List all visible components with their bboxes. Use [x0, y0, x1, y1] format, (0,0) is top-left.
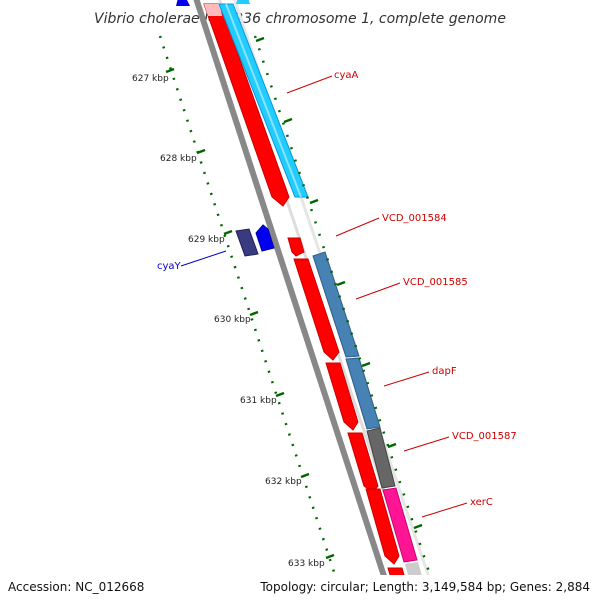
outer-tick-mark [361, 361, 371, 368]
tick-label: 629 kbp [188, 235, 225, 245]
gene-label-cyaA[interactable]: cyaA [334, 70, 359, 81]
label-leader-dapF [383, 371, 430, 387]
gene-label-cyaY[interactable]: cyaY [157, 261, 182, 272]
major-tick-mark [196, 148, 206, 155]
gene-cyaY-cds [255, 224, 275, 252]
tick-label: 628 kbp [160, 154, 197, 164]
label-leader-VCD-001585 [355, 282, 401, 300]
major-tick-mark [249, 310, 259, 317]
label-leader-xerC [421, 502, 468, 518]
gene-next-band [405, 562, 422, 575]
tick-label: 627 kbp [132, 74, 169, 84]
label-leader-VCD-001587 [403, 436, 450, 452]
gene-VCD-001585-band [312, 251, 360, 358]
gene-cyaA-cds-highlight [204, 4, 222, 16]
gene-prev-band [236, 0, 250, 4]
tick-label: 630 kbp [214, 315, 251, 325]
gene-label-dapF[interactable]: dapF [432, 366, 457, 377]
outer-tick-mark [387, 442, 397, 449]
label-leader-cyaY [180, 250, 227, 267]
gene-VCD-001585-cds [293, 258, 340, 361]
gene-prev-reverse-cds [176, 0, 190, 6]
outer-ticks [255, 36, 423, 530]
accession-text: Accession: NC_012668 [8, 580, 145, 594]
tick-label: 631 kbp [240, 396, 277, 406]
outer-tick-mark [283, 117, 293, 124]
major-tick-mark [165, 67, 175, 74]
major-tick-mark [300, 472, 310, 479]
gene-label-VCD-001587[interactable]: VCD_001587 [452, 431, 517, 442]
gene-cyaY-band [235, 228, 259, 257]
gene-dapF-cds [325, 362, 359, 431]
gene-xerC-cds [365, 488, 400, 565]
topology-summary: Topology: circular; Length: 3,149,584 bp… [260, 580, 590, 594]
chromosome-backbone [193, 0, 387, 575]
outer-tick-mark [255, 36, 265, 43]
gene-label-VCD-001584[interactable]: VCD_001584 [382, 213, 447, 224]
major-tick-mark [325, 553, 335, 560]
tick-label: 633 kbp [288, 559, 325, 569]
gene-label-xerC[interactable]: xerC [470, 497, 493, 508]
label-leader-VCD-001584 [335, 217, 380, 237]
gene-cyaA-band-highlight [225, 3, 302, 198]
label-leader-cyaA [286, 75, 333, 94]
outer-tick-mark [309, 198, 319, 205]
map-title: Vibrio cholerae MJ-1236 chromosome 1, co… [94, 11, 506, 27]
major-tick-mark [223, 229, 233, 236]
gene-dapF-band [345, 357, 381, 430]
tick-label: 632 kbp [265, 477, 302, 487]
major-ticks [165, 67, 335, 560]
gene-VCD-001587-band [366, 427, 396, 489]
outer-tick-mark [336, 280, 346, 287]
major-tick-mark [275, 391, 285, 398]
map-panel: 627 kbp 628 kbp 629 kbp 630 kbp 631 kbp … [132, 0, 517, 575]
gene-next-cds [387, 567, 405, 575]
gene-xerC-band [382, 487, 418, 563]
gene-VCD-001584-cds [287, 237, 305, 257]
outer-tick-mark [413, 523, 423, 530]
gene-label-VCD-001585[interactable]: VCD_001585 [403, 277, 468, 288]
